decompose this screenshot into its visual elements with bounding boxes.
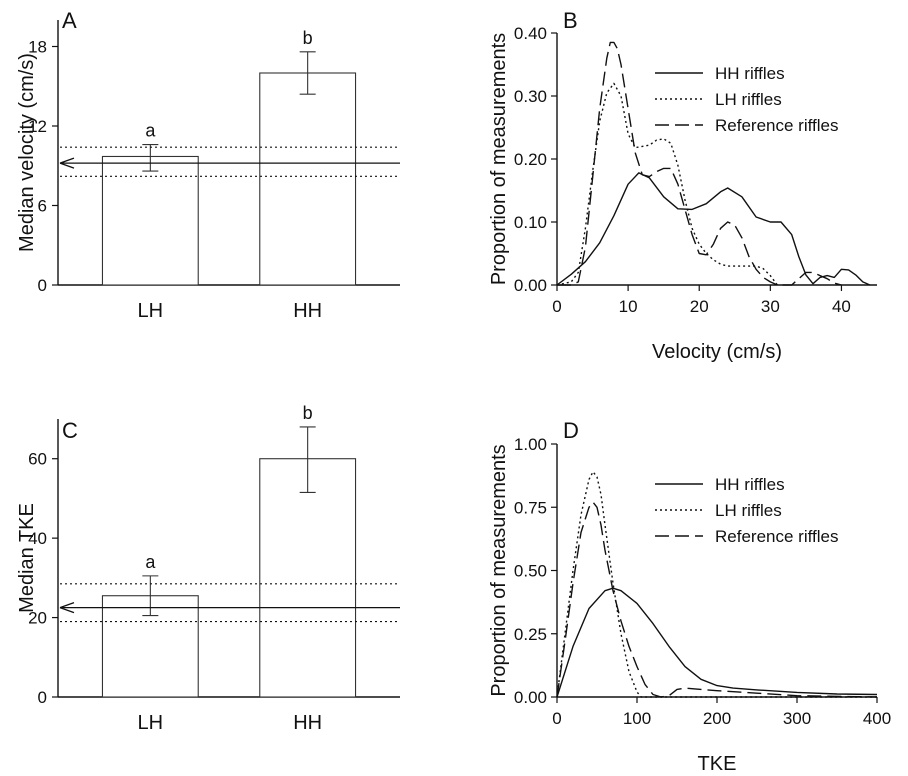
bar: [101, 155, 199, 286]
significance-letter: a: [145, 552, 156, 572]
y-tick-label: 1.00: [514, 435, 547, 454]
x-tick-label: 100: [623, 709, 651, 728]
x-axis-title: Velocity (cm/s): [652, 341, 782, 363]
y-tick-label: 0.00: [514, 276, 547, 295]
panel-b: 0.00 0.10 0.20 0.30 0.40 0 10 20 30 40 HH riffles L…: [488, 8, 877, 363]
legend-label: LH riffles: [715, 90, 782, 109]
y-axis-title: Median TKE: [16, 503, 38, 613]
y-tick-label: 40: [28, 529, 47, 548]
y-tick-label: 0.30: [514, 87, 547, 106]
panel-letter: A: [62, 8, 77, 33]
y-axis-title: Proportion of measurements: [488, 33, 510, 285]
y-tick-label: 0.20: [514, 150, 547, 169]
y-tick-label: 12: [28, 117, 47, 136]
significance-letter: a: [145, 121, 156, 141]
x-tick-label: LH: [138, 300, 164, 322]
legend-label: Reference riffles: [715, 527, 838, 546]
y-tick-label: 60: [28, 450, 47, 469]
x-tick-label: 30: [761, 297, 780, 316]
legend-label: HH riffles: [715, 64, 785, 83]
bar: [259, 72, 357, 286]
series-line-reference-riffles: [556, 501, 878, 698]
x-tick-label: 200: [703, 709, 731, 728]
y-tick-label: 0: [38, 688, 47, 707]
reference-arrow-head: [59, 157, 75, 169]
panel-a: 0 6 12 18 a LH b HH Median velocity (cm/s) A: [16, 8, 400, 322]
panel-c: 0 20 40 60 a LH b HH Median TKE C: [16, 403, 400, 734]
y-tick-label: 0.75: [514, 498, 547, 517]
y-tick-label: 18: [28, 38, 47, 57]
legend-label: Reference riffles: [715, 116, 838, 135]
panel-letter: C: [62, 418, 78, 443]
significance-letter: b: [303, 403, 313, 423]
y-tick-label: 0.25: [514, 625, 547, 644]
x-tick-label: 0: [552, 709, 561, 728]
y-tick-label: 0: [38, 276, 47, 295]
x-tick-label: 400: [863, 709, 891, 728]
y-axis-title: Proportion of measurements: [488, 444, 510, 696]
significance-letter: b: [303, 28, 313, 48]
reference-arrow-head: [59, 602, 75, 614]
y-tick-label: 20: [28, 609, 47, 628]
x-tick-label: HH: [293, 712, 322, 734]
y-tick-label: 0.00: [514, 688, 547, 707]
x-tick-label: 300: [783, 709, 811, 728]
y-tick-label: 0.50: [514, 562, 547, 581]
panel-d: 0.00 0.25 0.50 0.75 1.00 0 100 200 300 400 HH riff…: [488, 418, 891, 775]
x-tick-label: HH: [293, 300, 322, 322]
series-line-hh-riffles: [556, 172, 871, 286]
x-tick-label: 20: [690, 297, 709, 316]
y-axis-title: Median velocity (cm/s): [16, 53, 38, 252]
y-tick-label: 0.10: [514, 213, 547, 232]
series-line-hh-riffles: [556, 587, 878, 698]
y-tick-label: 6: [38, 197, 47, 216]
panel-letter: D: [563, 418, 579, 443]
legend-label: HH riffles: [715, 475, 785, 494]
x-tick-label: 10: [619, 297, 638, 316]
panel-letter: B: [563, 8, 578, 33]
x-tick-label: LH: [138, 712, 164, 734]
x-tick-label: 40: [832, 297, 851, 316]
x-tick-label: 0: [552, 297, 561, 316]
y-tick-label: 0.40: [514, 24, 547, 43]
legend-label: LH riffles: [715, 501, 782, 520]
x-axis-title: TKE: [698, 753, 737, 775]
bar: [259, 458, 357, 698]
series-line-lh-riffles: [556, 471, 877, 698]
series-line-reference-riffles: [557, 41, 842, 286]
